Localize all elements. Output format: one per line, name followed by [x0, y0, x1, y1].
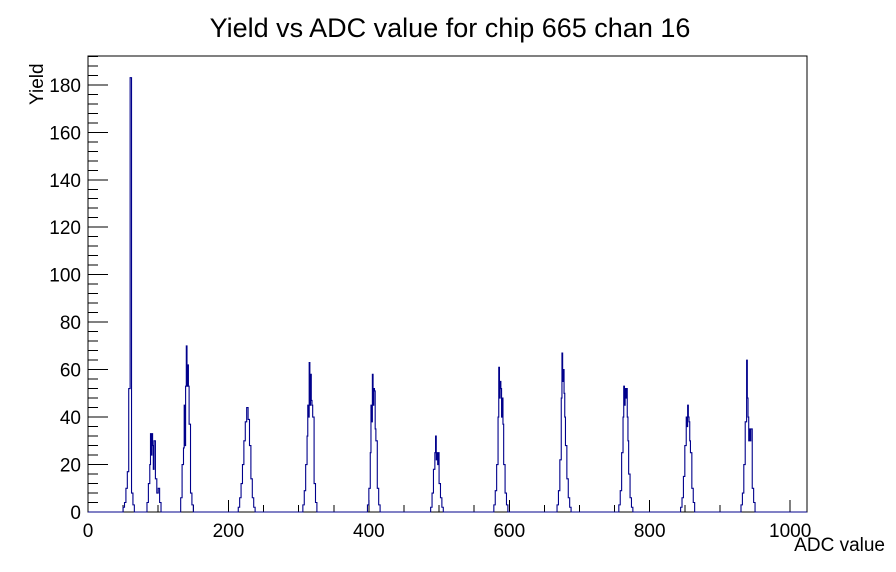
x-axis-labels: 0 200 400 600 800 1000 [83, 521, 812, 542]
y-tick-label: 80 [60, 313, 81, 334]
x-axis-title: ADC value [794, 535, 885, 556]
y-tick-label: 0 [70, 503, 81, 524]
y-axis-labels: 0 20 40 60 80 100 120 140 160 180 [49, 76, 81, 524]
y-tick-label: 160 [49, 123, 81, 144]
x-tick-label: 0 [83, 521, 94, 542]
plot-frame [87, 55, 808, 513]
x-tick-label: 400 [353, 521, 385, 542]
y-tick-label: 60 [60, 361, 81, 382]
y-tick-label: 100 [49, 266, 81, 287]
y-tick-label: 40 [60, 408, 81, 429]
y-axis-ticks [88, 55, 108, 513]
x-tick-label: 1000 [769, 521, 811, 542]
y-tick-label: 140 [49, 171, 81, 192]
chart-title: Yield vs ADC value for chip 665 chan 16 [210, 13, 691, 43]
x-tick-label: 800 [634, 521, 666, 542]
y-tick-label: 180 [49, 76, 81, 97]
y-tick-label: 20 [60, 456, 81, 477]
x-tick-label: 600 [493, 521, 525, 542]
x-tick-label: 200 [213, 521, 245, 542]
histogram-series [88, 77, 807, 513]
x-axis-ticks [87, 500, 791, 512]
y-tick-label: 120 [49, 218, 81, 239]
y-axis-title: Yield [27, 63, 48, 105]
